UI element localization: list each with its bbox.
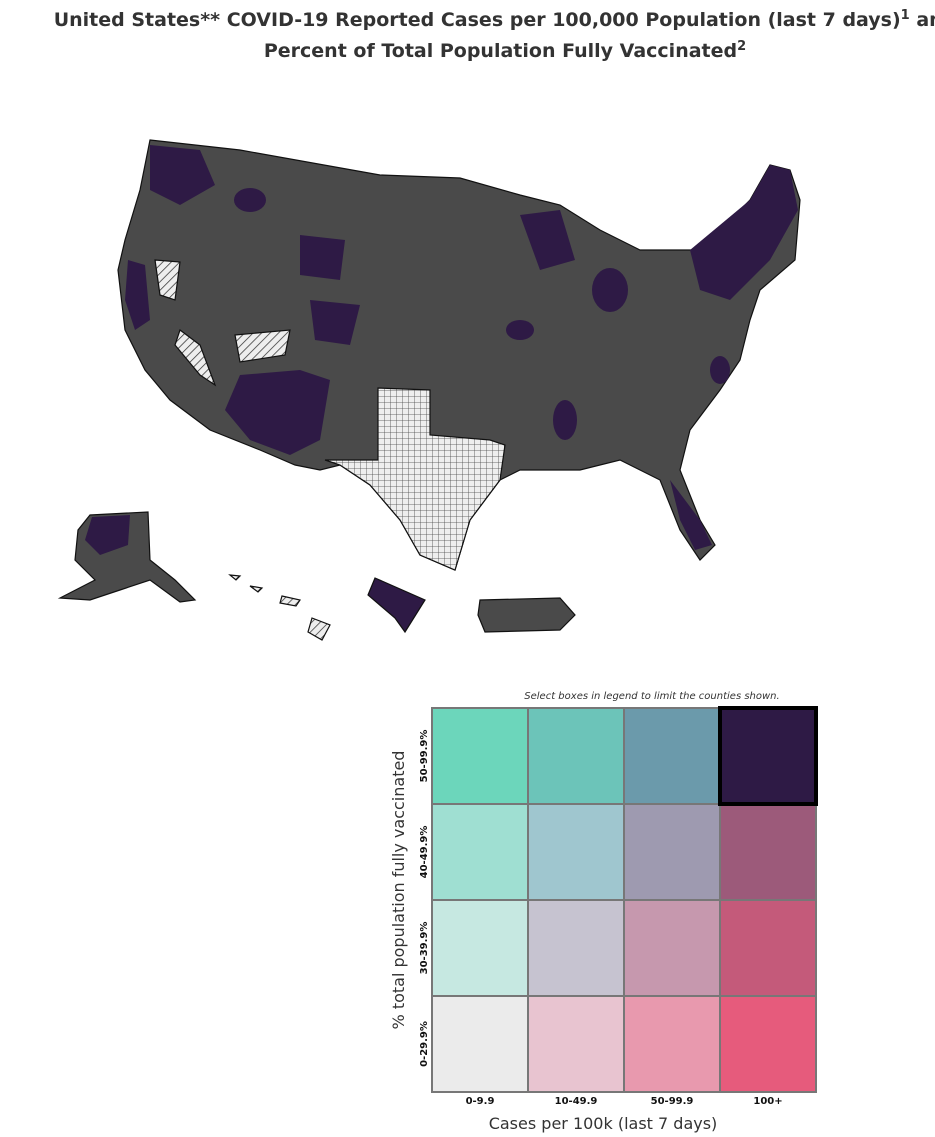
alaska-purple: [85, 515, 130, 555]
legend-cell[interactable]: [431, 803, 529, 901]
title-line-2: Percent of Total Population Fully Vaccin…: [264, 39, 746, 62]
x-axis-label: Cases per 100k (last 7 days): [489, 1114, 718, 1133]
legend-cell[interactable]: [623, 707, 721, 805]
map: [57, 139, 801, 641]
legend-cell[interactable]: [527, 899, 625, 997]
legend-cell[interactable]: [431, 995, 529, 1093]
hawaii: [228, 574, 331, 641]
texas: [324, 387, 506, 571]
footnote-mark: 2: [737, 39, 746, 54]
row-label: 0-29.9%: [419, 1021, 430, 1067]
y-axis-label: % total population fully vaccinated: [389, 751, 408, 1030]
puerto-rico: [477, 597, 576, 633]
row-label: 30-39.9%: [419, 922, 430, 975]
legend-cell[interactable]: [623, 803, 721, 901]
hatched-region: [154, 259, 181, 301]
legend-cell[interactable]: [719, 707, 817, 805]
legend-cell[interactable]: [527, 803, 625, 901]
title-text: and: [910, 9, 935, 31]
legend-cell[interactable]: [719, 803, 817, 901]
selected-cell-border: [718, 706, 818, 806]
hatched-region: [174, 329, 217, 387]
row-label: 40-49.9%: [419, 826, 430, 879]
column-label: 50-99.9: [651, 1096, 694, 1107]
footnote-mark: 1: [901, 8, 910, 23]
legend-cell[interactable]: [431, 707, 529, 805]
column-label: 0-9.9: [466, 1096, 495, 1107]
legend-cell[interactable]: [527, 995, 625, 1093]
title-text: Percent of Total Population Fully Vaccin…: [264, 40, 737, 62]
legend-cell[interactable]: [623, 899, 721, 997]
column-label: 10-49.9: [555, 1096, 598, 1107]
legend-grid: 50-99.9% 40-49.9% 30-39.9% 0-29.9% 0-9.9 10-4…: [419, 706, 818, 1107]
row-label: 50-99.9%: [419, 730, 430, 783]
legend-note: Select boxes in legend to limit the coun…: [524, 691, 779, 702]
column-label: 100+: [753, 1096, 782, 1107]
legend-cell[interactable]: [431, 899, 529, 997]
contiguous-us: [117, 139, 801, 571]
hatched-region: [234, 329, 291, 363]
legend-cell[interactable]: [719, 899, 817, 997]
legend-cell[interactable]: [623, 995, 721, 1093]
title-line-1: United States** COVID-19 Reported Cases …: [54, 8, 935, 31]
title-text: United States** COVID-19 Reported Cases …: [54, 9, 901, 31]
guam: [367, 577, 426, 634]
purple-counties: [125, 145, 798, 550]
legend-cell[interactable]: [719, 995, 817, 1093]
legend-cell[interactable]: [527, 707, 625, 805]
